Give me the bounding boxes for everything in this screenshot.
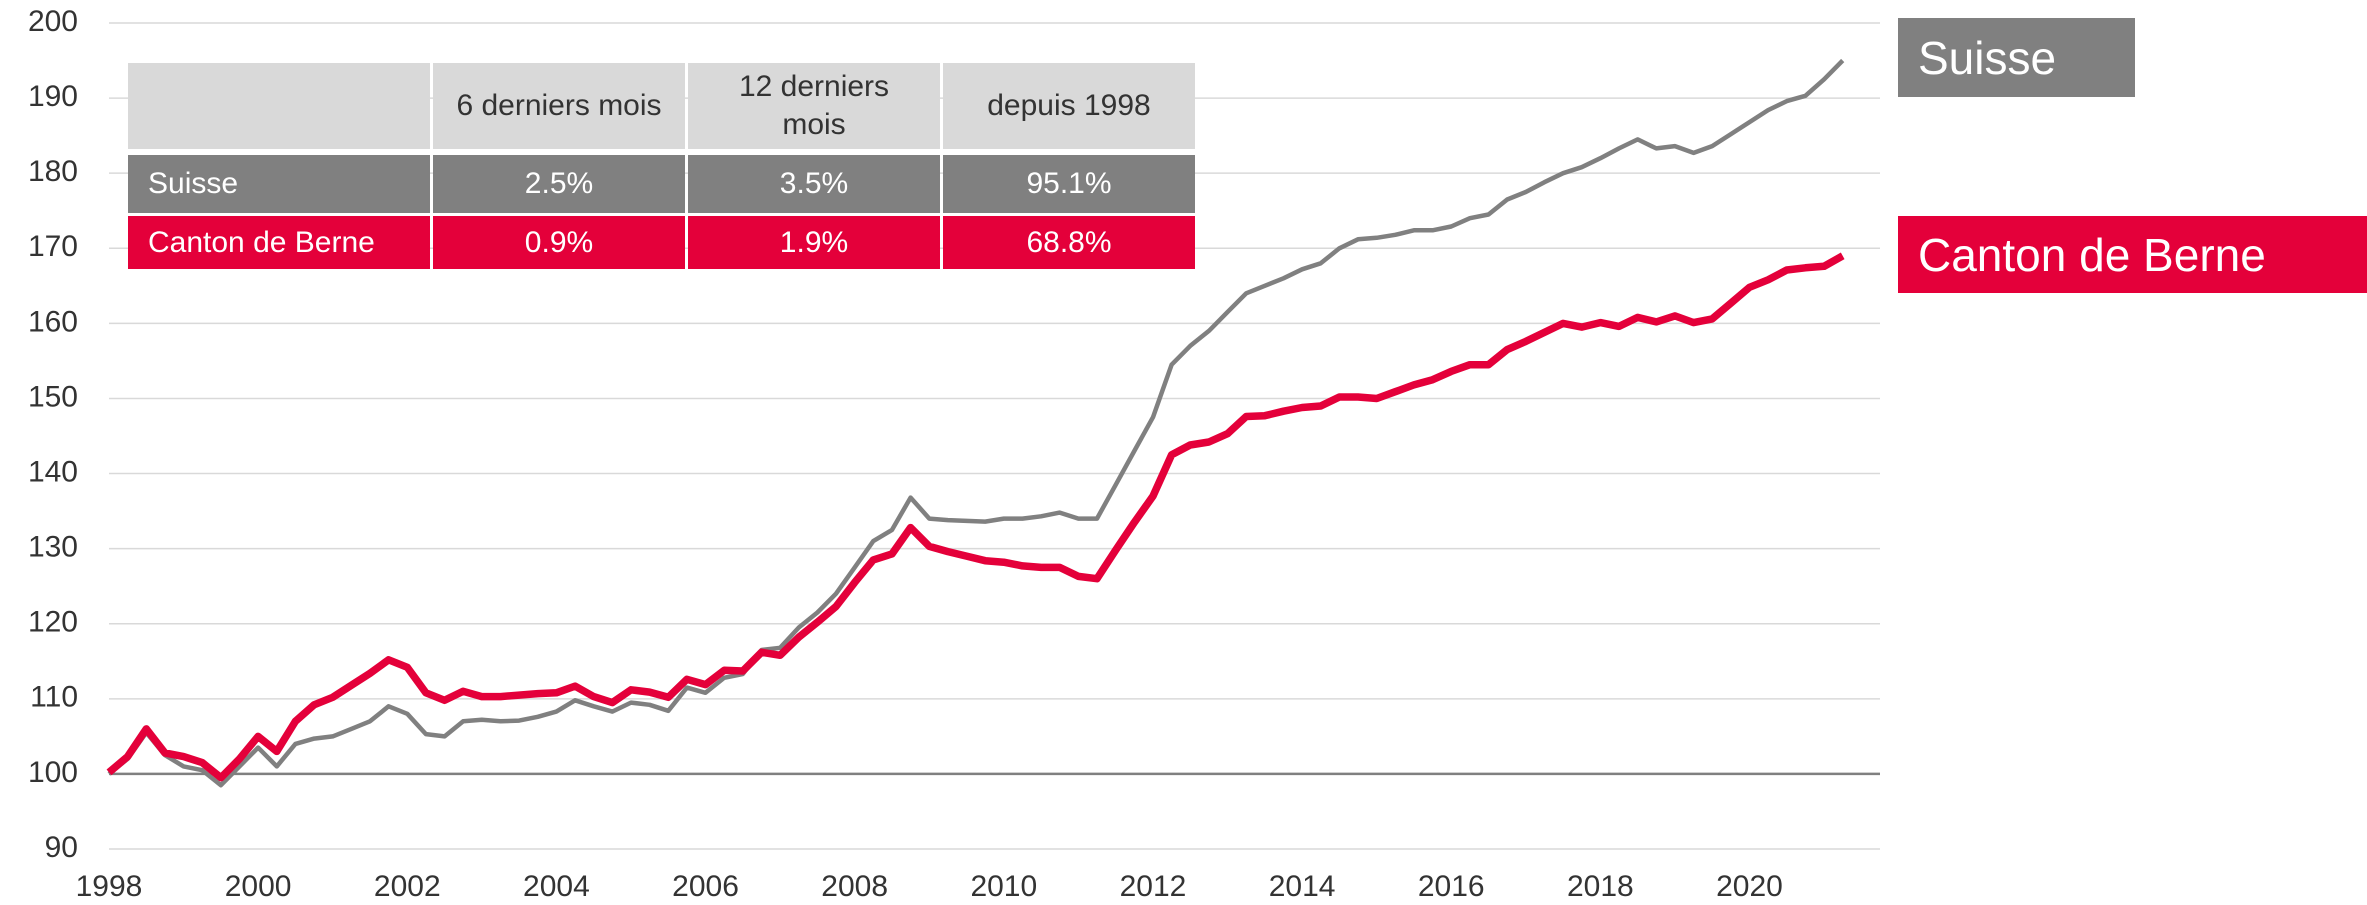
y-tick-label: 100 [28,756,78,789]
table-cell: 95.1% [943,155,1195,213]
y-tick-label: 90 [45,831,78,864]
x-tick-label: 2018 [1567,870,1634,903]
y-tick-label: 180 [28,155,78,188]
x-tick-label: 2002 [374,870,441,903]
table-header-cell: 12 derniers mois [688,63,940,149]
y-tick-label: 190 [28,80,78,113]
y-tick-label: 130 [28,531,78,564]
table-header-cell: depuis 1998 [943,63,1195,149]
x-tick-label: 2004 [523,870,590,903]
x-tick-label: 2010 [970,870,1037,903]
table-row-label: Canton de Berne [128,216,430,269]
y-tick-label: 170 [28,230,78,263]
y-tick-label: 140 [28,455,78,488]
y-tick-label: 110 [30,681,78,714]
table-cell: 2.5% [433,155,685,213]
table-header-cell: 6 derniers mois [433,63,685,149]
table-cell: 68.8% [943,216,1195,269]
x-tick-label: 2014 [1269,870,1336,903]
x-tick-label: 2012 [1120,870,1187,903]
table-cell: 1.9% [688,216,940,269]
line-series [106,252,1845,782]
x-tick-label: 2016 [1418,870,1485,903]
x-tick-label: 2020 [1716,870,1783,903]
y-tick-label: 160 [28,305,78,338]
line-series [107,58,1845,788]
legend-entry: Canton de Berne [1898,216,2367,293]
y-tick-label: 150 [28,380,78,413]
table-header-cell [128,63,430,149]
table-row-label: Suisse [128,155,430,213]
y-tick-label: 200 [28,5,78,38]
legend-entry: Suisse [1898,18,2135,97]
x-tick-label: 1998 [76,870,143,903]
x-tick-label: 2008 [821,870,888,903]
table-cell: 3.5% [688,155,940,213]
x-tick-label: 2006 [672,870,739,903]
y-tick-label: 120 [28,606,78,639]
table-cell: 0.9% [433,216,685,269]
x-tick-label: 2000 [225,870,292,903]
